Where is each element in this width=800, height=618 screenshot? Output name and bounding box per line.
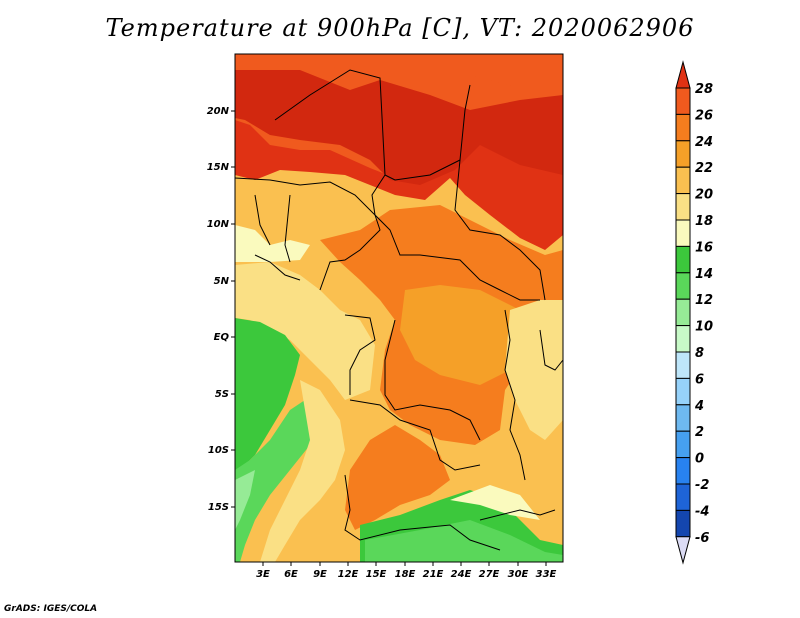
colorbar-label: 24 (695, 135, 713, 150)
colorbar-box (675, 457, 691, 485)
lon-label-6e: 6E (284, 569, 298, 580)
colorbar-label: 26 (695, 108, 713, 123)
lon-labels: 3E 6E 9E 12E 15E 18E 21E 24E 27E 30E 33E (256, 569, 556, 580)
colorbar-box (675, 113, 691, 142)
field-12-14 (235, 400, 315, 562)
field-26-28b (235, 54, 563, 88)
field-16-18 (235, 225, 310, 262)
field-12-14b (365, 520, 563, 562)
lon-label-9e: 9E (313, 569, 327, 580)
colorbar-label: 14 (695, 267, 713, 282)
lat-label-5n: 5N (214, 276, 230, 287)
lon-label-33e: 33E (536, 569, 557, 580)
colorbar-top-triangle (675, 60, 691, 89)
colorbar-label: 16 (695, 240, 713, 255)
colorbar-label: 2 (695, 425, 704, 440)
lon-label-24e: 24E (451, 569, 472, 580)
lon-label-30e: 30E (508, 569, 529, 580)
field-14-16 (235, 318, 300, 472)
colorbar-box (675, 404, 691, 432)
lon-label-12e: 12E (338, 569, 359, 580)
colorbar-box (675, 272, 691, 300)
lon-label-18e: 18E (395, 569, 416, 580)
field-18-20b (260, 380, 345, 562)
colorbar-label: 28 (695, 82, 713, 97)
lat-label-10s: 10S (208, 445, 229, 456)
lon-label-3e: 3E (256, 569, 270, 580)
colorbar-box (675, 325, 691, 353)
field-22-24b (345, 425, 450, 530)
colorbar-box (675, 166, 691, 195)
colorbar-box (675, 430, 691, 459)
colorbar-box (675, 245, 691, 274)
colorbar-box (675, 483, 691, 511)
lon-label-21e: 21E (423, 569, 444, 580)
lon-label-27e: 27E (479, 569, 500, 580)
lat-label-20n: 20N (207, 106, 230, 117)
lat-label-eq: EQ (214, 332, 230, 343)
field-16-18b (450, 485, 540, 520)
lat-label-15s: 15S (208, 502, 229, 513)
field-10-12 (235, 470, 255, 530)
colorbar-label: 0 (695, 452, 704, 467)
colorbar-bottom-triangle (675, 536, 691, 565)
lat-label-15n: 15N (207, 162, 230, 173)
colorbar-label: 18 (695, 214, 713, 229)
colorbar-label: 4 (694, 399, 704, 414)
grads-credit: GrADS: IGES/COLA (4, 604, 98, 614)
field-18-20c (505, 300, 563, 440)
colorbar-box (675, 193, 691, 221)
colorbar-box (675, 351, 691, 379)
colorbar-box (675, 377, 691, 406)
temperature-field (235, 54, 563, 562)
lon-ticks (262, 562, 547, 566)
colorbar-box (675, 509, 691, 538)
field-28 (235, 70, 563, 185)
chart-title: Temperature at 900hPa [C], VT: 202006290… (105, 14, 695, 42)
colorbar-label: -4 (695, 504, 709, 519)
lat-labels: 20N 15N 10N 5N EQ 5S 10S 15S (207, 106, 230, 513)
colorbar-box (675, 140, 691, 168)
colorbar-label: -2 (695, 478, 709, 493)
lat-label-10n: 10N (207, 219, 230, 230)
colorbar-box (675, 219, 691, 247)
colorbar-label: 12 (695, 293, 713, 308)
field-18-20 (235, 262, 375, 400)
field-20-22b (400, 285, 530, 385)
colorbar-label: 8 (695, 346, 704, 361)
lat-ticks (231, 110, 235, 508)
country-borders (235, 69, 563, 551)
colorbar-label: -6 (695, 531, 709, 546)
colorbar-box (675, 87, 691, 115)
colorbar-label: 6 (695, 372, 704, 387)
lon-label-15e: 15E (366, 569, 387, 580)
map-frame (234, 53, 564, 563)
lat-label-5s: 5S (215, 389, 229, 400)
colorbar-label: 20 (695, 188, 713, 203)
colorbar-label: 22 (695, 161, 713, 176)
colorbar-label: 10 (695, 320, 713, 335)
colorbar-box (675, 298, 691, 327)
